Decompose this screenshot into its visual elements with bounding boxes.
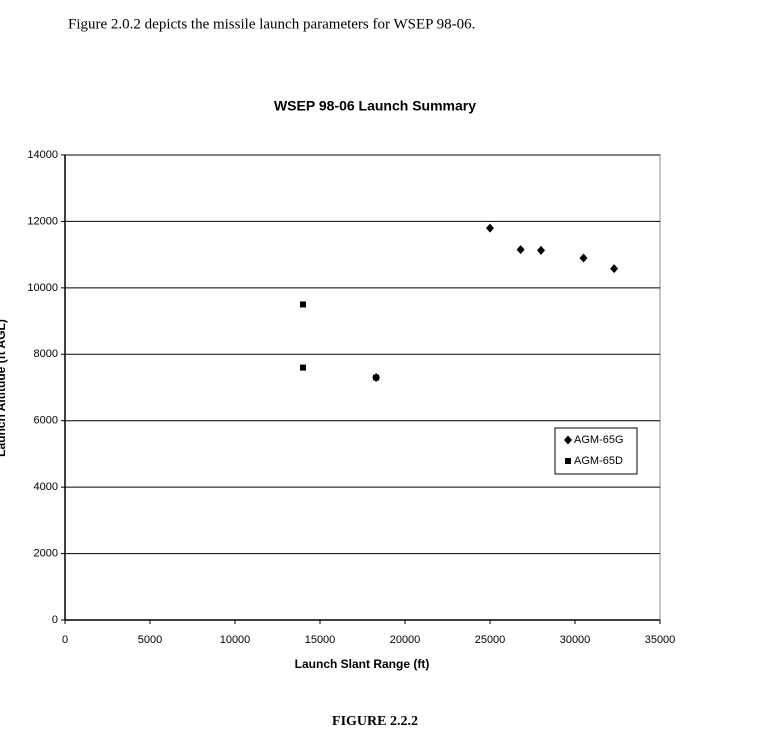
point [300, 364, 306, 371]
point [579, 253, 588, 263]
legend-label: AGM-65G [574, 434, 624, 446]
y-tick-label: 8000 [34, 348, 58, 360]
x-tick-label: 0 [62, 634, 68, 646]
x-tick-label: 25000 [475, 634, 506, 646]
legend-label: AGM-65D [574, 455, 623, 467]
figure-caption: FIGURE 2.2.2 [332, 714, 418, 729]
legend-box [554, 427, 638, 475]
x-tick-label: 20000 [390, 634, 421, 646]
y-tick-label: 0 [52, 614, 58, 626]
legend-marker [564, 435, 572, 445]
x-axis-label: Launch Slant Range (ft) [295, 657, 430, 671]
point [537, 245, 545, 255]
x-tick-label: 35000 [645, 634, 676, 646]
y-tick-label: 4000 [34, 481, 58, 493]
x-tick-label: 10000 [220, 634, 251, 646]
point [516, 245, 525, 255]
y-tick-label: 6000 [34, 415, 58, 427]
y-tick-label: 14000 [27, 149, 58, 161]
y-tick-label: 12000 [27, 215, 58, 227]
point [373, 374, 380, 381]
x-tick-label: 5000 [138, 634, 162, 646]
point [610, 264, 619, 274]
chart-title: WSEP 98-06 Launch Summary [274, 98, 476, 114]
plot-area [64, 154, 661, 621]
y-axis-label: Launch Altitude (ft AGL) [0, 319, 8, 457]
y-tick-label: 10000 [27, 282, 58, 294]
x-tick-label: 15000 [305, 634, 336, 646]
y-tick-label: 2000 [34, 547, 58, 559]
x-tick-label: 30000 [560, 634, 591, 646]
intro-text: Figure 2.0.2 depicts the missile launch … [68, 16, 475, 32]
point [300, 301, 306, 308]
point [486, 223, 494, 233]
legend-marker [565, 458, 571, 464]
